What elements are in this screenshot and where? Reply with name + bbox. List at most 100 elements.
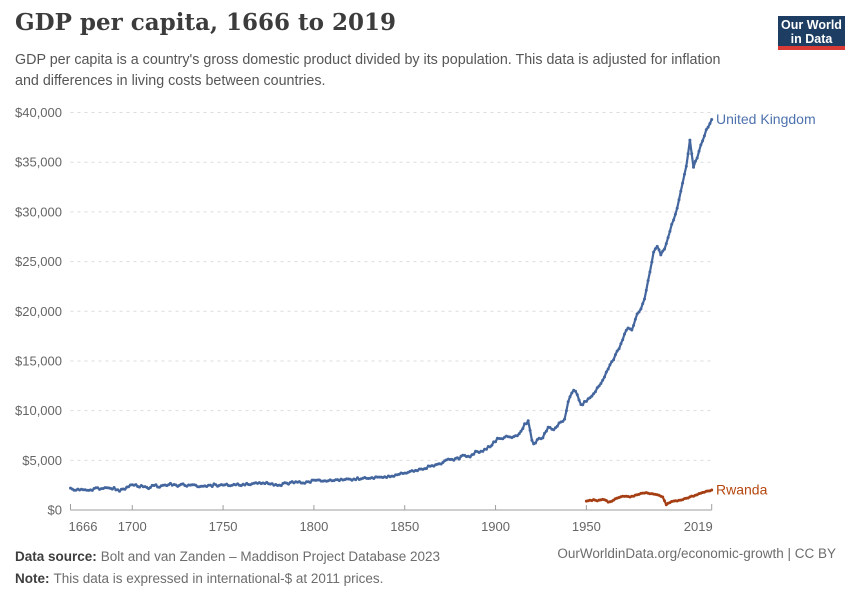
y-axis-tick-label: $5,000 — [22, 453, 62, 468]
x-axis-tick-label: 2019 — [684, 519, 713, 534]
data-point-united-kingdom — [686, 152, 690, 156]
data-point-united-kingdom — [279, 484, 283, 488]
data-point-united-kingdom — [666, 236, 670, 239]
data-point-united-kingdom — [708, 122, 712, 126]
chart-subtitle: GDP per capita is a country's gross dome… — [15, 52, 721, 89]
data-point-united-kingdom — [699, 143, 703, 147]
data-point-united-kingdom — [590, 394, 594, 398]
y-axis-tick-label: $40,000 — [15, 105, 62, 120]
data-point-united-kingdom — [704, 128, 708, 132]
data-point-united-kingdom — [563, 417, 567, 421]
data-point-rwanda — [663, 499, 666, 503]
data-point-united-kingdom — [481, 449, 485, 453]
data-point-united-kingdom — [606, 367, 610, 371]
note-line: Note: This data is expressed in internati… — [15, 568, 440, 590]
data-point-united-kingdom — [210, 485, 214, 488]
data-point-united-kingdom — [599, 382, 603, 385]
page-title: GDP per capita, 1666 to 2019 — [15, 9, 397, 36]
series-line-united-kingdom — [69, 118, 713, 493]
y-axis-tick-label: $20,000 — [15, 304, 62, 319]
data-point-united-kingdom — [659, 253, 663, 257]
data-point-united-kingdom — [168, 481, 172, 485]
data-point-united-kingdom — [592, 392, 596, 396]
y-axis-tick-label: $35,000 — [15, 155, 62, 170]
data-point-united-kingdom — [633, 317, 637, 321]
data-point-united-kingdom — [526, 419, 530, 423]
y-axis-tick-label: $25,000 — [15, 254, 62, 269]
data-point-united-kingdom — [354, 478, 358, 482]
owid-url-and-license: OurWorldinData.org/economic-growth | CC … — [557, 546, 836, 561]
data-point-united-kingdom — [619, 342, 623, 346]
data-point-united-kingdom — [693, 159, 697, 163]
data-point-united-kingdom — [517, 432, 521, 436]
data-point-united-kingdom — [710, 118, 714, 121]
data-point-united-kingdom — [148, 486, 152, 489]
data-point-united-kingdom — [641, 302, 645, 306]
data-point-united-kingdom — [472, 452, 476, 456]
gdp-line-chart: $0 $5,000 $10,000 $15,000 $20,000 $25,000 $30,… — [15, 105, 816, 534]
data-point-united-kingdom — [688, 138, 692, 142]
data-point-united-kingdom — [632, 323, 636, 327]
data-point-united-kingdom — [593, 390, 597, 394]
data-point-united-kingdom — [655, 244, 659, 248]
data-source-label: Data source: — [15, 549, 97, 564]
data-point-united-kingdom — [675, 206, 679, 210]
data-point-united-kingdom — [519, 429, 523, 433]
data-point-united-kingdom — [555, 424, 559, 428]
data-point-united-kingdom — [648, 270, 652, 274]
data-point-united-kingdom — [308, 480, 312, 484]
y-axis-tick-label: $10,000 — [15, 403, 62, 418]
data-point-united-kingdom — [652, 250, 656, 254]
data-point-united-kingdom — [673, 212, 677, 216]
data-point-united-kingdom — [670, 222, 674, 226]
data-point-united-kingdom — [695, 156, 699, 160]
data-point-united-kingdom — [668, 229, 672, 233]
owid-logo-line1: Our World — [781, 18, 842, 32]
data-point-united-kingdom — [702, 134, 706, 138]
data-source-text: Bolt and van Zanden – Maddison Project D… — [100, 549, 441, 564]
data-point-united-kingdom — [575, 393, 579, 397]
x-axis-tick-label: 1900 — [481, 519, 510, 534]
data-source-line: Data source: Bolt and van Zanden – Maddis… — [15, 546, 440, 568]
data-point-united-kingdom — [612, 358, 616, 362]
data-point-united-kingdom — [541, 436, 545, 440]
data-point-united-kingdom — [639, 307, 643, 311]
data-point-united-kingdom — [646, 279, 650, 283]
data-point-united-kingdom — [624, 328, 628, 332]
data-point-united-kingdom — [608, 363, 612, 367]
data-point-united-kingdom — [544, 429, 548, 433]
data-point-united-kingdom — [692, 165, 695, 169]
data-point-united-kingdom — [570, 391, 574, 395]
data-point-united-kingdom — [524, 422, 528, 426]
data-point-united-kingdom — [706, 125, 710, 129]
y-axis-tick-label: $30,000 — [15, 204, 62, 219]
series-label-rwanda: Rwanda — [716, 482, 768, 498]
y-axis-tick-label: $0 — [48, 503, 62, 518]
data-point-united-kingdom — [637, 310, 641, 314]
data-point-united-kingdom — [684, 164, 688, 168]
data-point-united-kingdom — [548, 426, 552, 429]
x-axis-tick-label: 1850 — [390, 519, 419, 534]
data-point-united-kingdom — [650, 260, 654, 264]
data-point-united-kingdom — [112, 486, 116, 489]
data-point-united-kingdom — [663, 247, 666, 251]
x-axis-tick-label: 1950 — [572, 519, 601, 534]
data-point-united-kingdom — [534, 441, 537, 445]
data-point-united-kingdom — [530, 438, 534, 442]
data-point-united-kingdom — [657, 248, 661, 252]
data-point-united-kingdom — [613, 353, 617, 357]
y-axis-tick-label: $15,000 — [15, 353, 62, 368]
data-point-united-kingdom — [425, 467, 428, 470]
data-point-united-kingdom — [564, 409, 568, 413]
data-point-united-kingdom — [118, 489, 121, 493]
data-point-united-kingdom — [154, 483, 158, 487]
data-point-united-kingdom — [552, 428, 556, 432]
data-point-united-kingdom — [617, 347, 621, 351]
data-point-united-kingdom — [90, 488, 94, 492]
data-point-united-kingdom — [521, 427, 525, 431]
data-point-united-kingdom — [601, 378, 605, 382]
x-axis-tick-label: 1666 — [69, 519, 98, 534]
owid-logo-line2: in Data — [790, 32, 833, 46]
data-point-united-kingdom — [615, 349, 619, 353]
